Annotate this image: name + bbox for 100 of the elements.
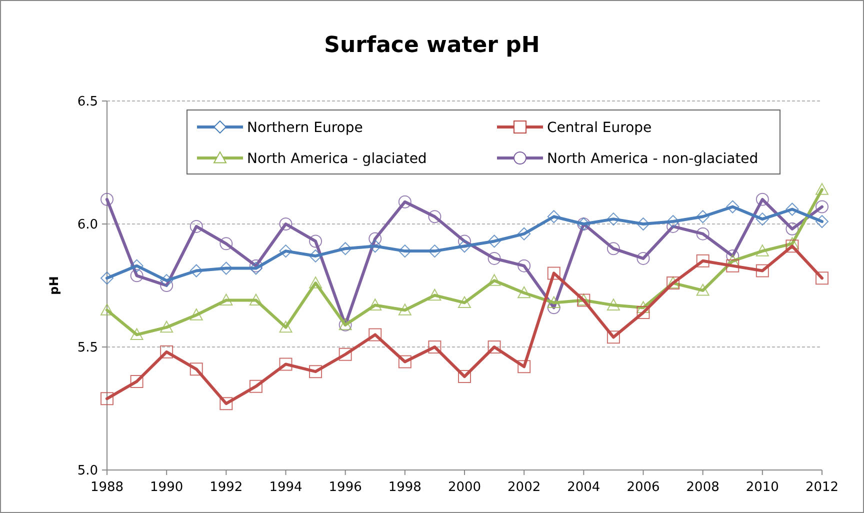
point <box>190 264 203 278</box>
point <box>458 370 471 384</box>
point <box>816 215 828 228</box>
point <box>279 358 292 371</box>
legend-label: Central Europe <box>547 120 652 136</box>
point <box>726 200 740 214</box>
point <box>756 192 769 206</box>
point <box>636 306 650 320</box>
legend-label: North America - non-glaciated <box>547 150 758 167</box>
y-tick-label: 6.5 <box>77 94 98 110</box>
point <box>696 227 710 240</box>
x-tick-label: 1992 <box>210 480 243 495</box>
point <box>249 259 262 272</box>
y-tick-label: 6.0 <box>77 218 98 233</box>
point <box>518 259 531 272</box>
point <box>398 195 412 208</box>
point <box>100 192 114 206</box>
point <box>368 240 382 253</box>
point <box>786 237 799 249</box>
x-tick-label: 2004 <box>567 480 600 495</box>
point <box>249 380 262 393</box>
x-tick-label: 2008 <box>686 480 720 495</box>
point <box>279 244 292 258</box>
point <box>696 254 710 268</box>
point <box>100 304 114 316</box>
point <box>786 222 799 236</box>
point <box>190 220 203 233</box>
point <box>130 328 144 340</box>
legend-label: Northern Europe <box>247 120 363 136</box>
x-tick-label: 2000 <box>448 480 482 495</box>
point <box>726 259 740 272</box>
x-tick-label: 1998 <box>388 480 422 495</box>
point <box>130 259 144 272</box>
point <box>606 242 620 256</box>
point <box>338 242 352 256</box>
point <box>428 340 442 354</box>
y-tick-label: 5.0 <box>77 464 98 479</box>
point <box>130 374 144 388</box>
point <box>488 340 501 354</box>
point <box>726 249 740 262</box>
point <box>130 269 144 282</box>
point <box>518 286 531 298</box>
y-axis-title: pH <box>47 276 61 295</box>
point <box>309 365 322 378</box>
point <box>756 264 769 278</box>
point <box>488 274 501 286</box>
y-tick-label: 5.5 <box>77 340 98 356</box>
point <box>309 276 322 288</box>
point <box>368 232 382 246</box>
point <box>636 301 650 313</box>
x-tick-label: 2010 <box>746 480 779 495</box>
point <box>458 240 471 253</box>
point <box>368 298 382 310</box>
point <box>547 296 560 308</box>
point <box>309 249 322 262</box>
point <box>666 215 680 228</box>
point <box>756 244 769 256</box>
point <box>636 252 650 265</box>
point <box>398 244 412 258</box>
point <box>786 240 799 253</box>
point <box>190 308 203 320</box>
x-tick-label: 2002 <box>508 480 541 495</box>
point <box>816 183 828 195</box>
point <box>816 272 828 285</box>
point <box>249 294 262 306</box>
point <box>786 202 799 216</box>
x-tick-label: 2006 <box>626 480 660 495</box>
point <box>220 397 233 410</box>
point <box>160 274 174 288</box>
point <box>338 348 352 361</box>
point <box>100 272 114 285</box>
point <box>190 362 203 376</box>
point <box>606 298 620 310</box>
point <box>279 218 292 230</box>
point <box>606 330 620 344</box>
point <box>249 262 262 275</box>
point <box>100 392 114 406</box>
x-tick-label: 1990 <box>150 480 184 495</box>
point <box>547 266 560 280</box>
point <box>488 252 501 265</box>
point <box>518 360 531 374</box>
point <box>696 210 710 224</box>
point <box>696 284 710 296</box>
point <box>160 345 174 358</box>
point <box>458 296 471 308</box>
point <box>279 320 292 333</box>
point <box>160 320 174 333</box>
point <box>636 218 650 230</box>
point <box>220 262 233 275</box>
point <box>428 210 442 224</box>
point <box>547 210 560 224</box>
chart-title: Surface water pH <box>324 33 540 58</box>
point <box>816 200 828 214</box>
point <box>756 212 769 226</box>
point <box>398 304 412 316</box>
point <box>220 237 233 250</box>
x-tick-label: 1994 <box>269 480 302 495</box>
x-tick-label: 1996 <box>328 480 362 495</box>
legend-label: North America - glaciated <box>247 150 427 167</box>
point <box>398 355 412 368</box>
